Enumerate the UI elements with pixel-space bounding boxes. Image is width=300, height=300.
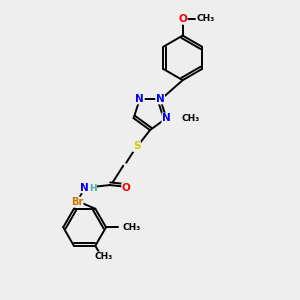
Text: N: N xyxy=(156,94,164,104)
Text: N: N xyxy=(162,113,171,123)
Text: Br: Br xyxy=(71,197,83,207)
Text: O: O xyxy=(122,183,130,193)
Text: CH₃: CH₃ xyxy=(122,223,141,232)
Text: N: N xyxy=(136,94,144,104)
Text: CH₃: CH₃ xyxy=(197,14,215,23)
Text: S: S xyxy=(133,141,140,152)
Text: H: H xyxy=(89,184,96,193)
Text: CH₃: CH₃ xyxy=(182,114,200,123)
Text: CH₃: CH₃ xyxy=(94,252,113,261)
Text: N: N xyxy=(80,183,89,193)
Text: O: O xyxy=(178,14,187,24)
